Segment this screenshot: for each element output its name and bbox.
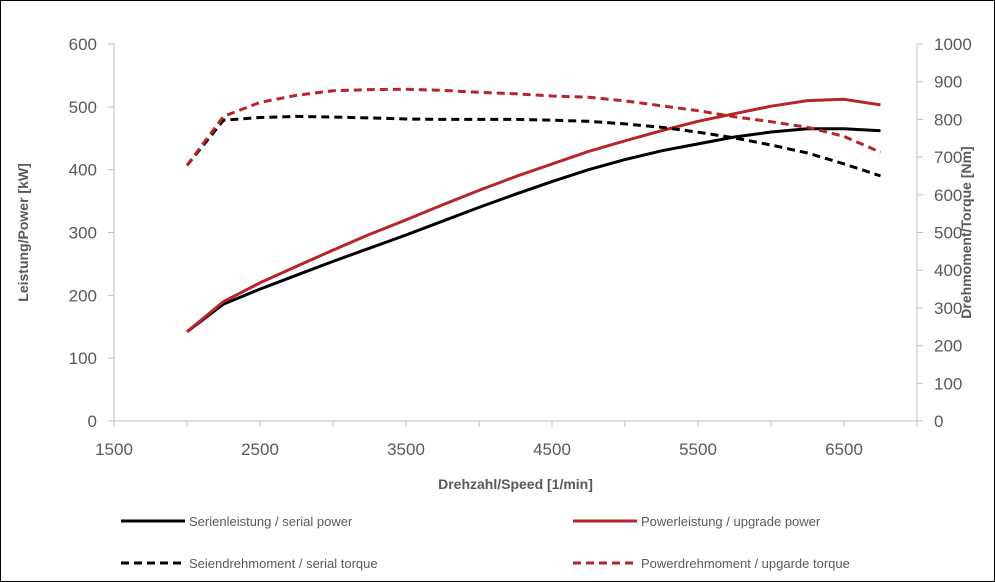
- right-y-tick-label: 500: [934, 224, 962, 243]
- x-tick-label: 6500: [825, 440, 863, 459]
- series-line-1: [186, 97, 881, 333]
- left-y-axis-title: Leistung/Power [kW]: [15, 163, 31, 301]
- x-tick-label: 5500: [679, 440, 717, 459]
- series-line-0: [186, 127, 881, 333]
- left-y-tick-label: 200: [69, 286, 97, 305]
- tick-marks: 1500 2500 3500 4500 5500 6500 0 100 200 300 400 500…: [69, 35, 972, 459]
- left-y-tick-label: 600: [69, 35, 97, 54]
- legend-label-3: Powerdrehmoment / upgarde torque: [641, 556, 850, 571]
- right-y-tick-label: 600: [934, 186, 962, 205]
- x-tick-label: 3500: [387, 440, 425, 459]
- series-line-3: [185, 87, 882, 167]
- right-y-tick-label: 900: [934, 73, 962, 92]
- right-y-tick-label: 400: [934, 261, 962, 280]
- right-y-tick-label: 100: [934, 374, 962, 393]
- legend-label-1: Powerleistung / upgrade power: [641, 514, 821, 529]
- right-y-axis-title: Drehmoment/Torque [Nm]: [958, 146, 974, 318]
- legend: Serienleistung / serial power Powerleistu…: [121, 514, 850, 571]
- right-y-tick-label: 1000: [934, 35, 972, 54]
- right-y-tick-label: 300: [934, 299, 962, 318]
- x-tick-label: 4500: [533, 440, 571, 459]
- right-y-tick-label: 0: [934, 412, 943, 431]
- left-y-tick-label: 400: [69, 161, 97, 180]
- legend-label-0: Serienleistung / serial power: [189, 514, 353, 529]
- series-line-2: [185, 114, 881, 178]
- x-axis-title: Drehzahl/Speed [1/min]: [438, 476, 593, 492]
- left-y-tick-label: 100: [69, 349, 97, 368]
- right-y-tick-label: 700: [934, 148, 962, 167]
- x-tick-label: 2500: [241, 440, 279, 459]
- right-y-tick-label: 200: [934, 337, 962, 356]
- left-y-tick-label: 300: [69, 224, 97, 243]
- series-lines: [185, 87, 882, 333]
- axes: [113, 44, 918, 422]
- legend-label-2: Seiendrehmoment / serial torque: [189, 556, 378, 571]
- left-y-tick-label: 500: [69, 98, 97, 117]
- left-y-tick-label: 0: [88, 412, 97, 431]
- right-y-tick-label: 800: [934, 110, 962, 129]
- x-tick-label: 1500: [95, 440, 133, 459]
